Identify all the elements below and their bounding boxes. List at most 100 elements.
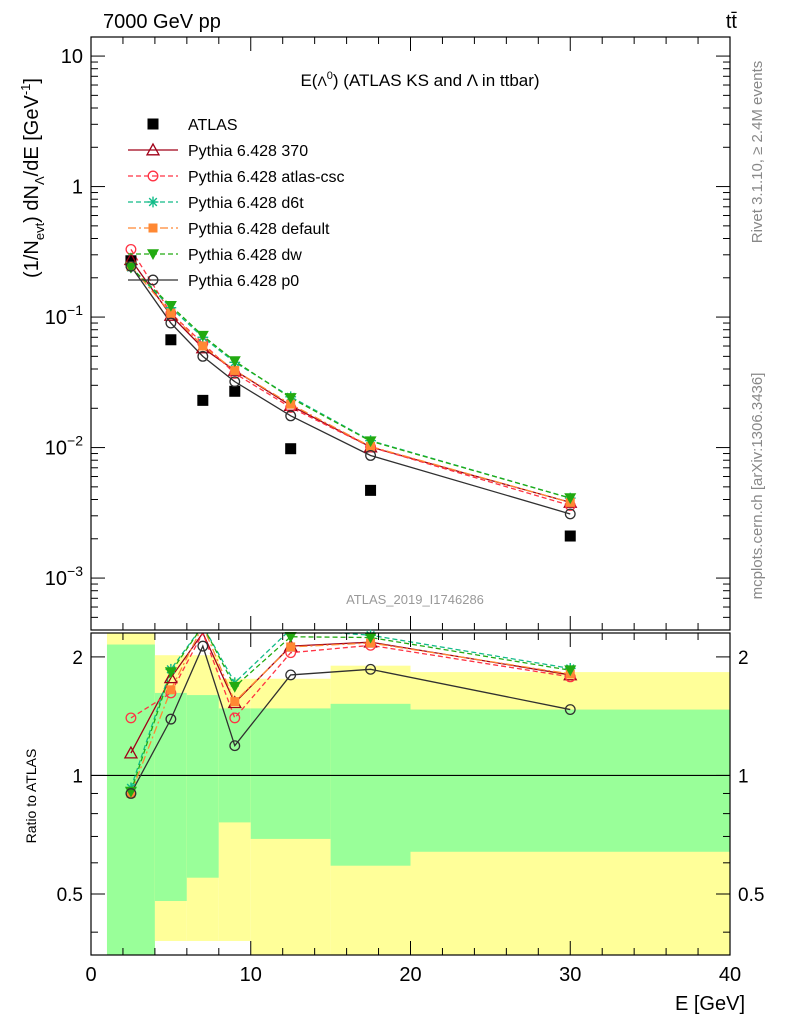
legend-label-6: Pythia 6.428 p0 (188, 273, 299, 290)
legend-entry-0: ATLAS (147, 117, 238, 134)
data-point-5-0 (124, 262, 137, 274)
main-plot-panel: 10−3 10−2 10−1 1 10 E(Λ0) (ATLAS KS and Λ in… (18, 36, 731, 631)
x-tick-label-0: 0 (85, 964, 96, 986)
ratio-y-tick-label-1: 1 (72, 766, 83, 787)
uncertainty-bands (106, 633, 730, 955)
data-point-4-1 (166, 308, 176, 318)
ratio-point-5-0 (125, 788, 137, 799)
legend-entry-4: Pythia 6.428 default (128, 221, 330, 238)
ratio-y-axis-label: Ratio to ATLAS (23, 749, 39, 844)
plot-title: E(Λ0) (ATLAS KS and Λ in ttbar) (300, 70, 539, 90)
data-point-4-4 (286, 399, 296, 409)
legend-marker-1 (145, 142, 161, 156)
ratio-point-4-5 (364, 632, 377, 644)
main-markers-layer (123, 243, 578, 542)
band-green-2 (186, 695, 219, 878)
x-axis-label: E [GeV] (675, 993, 745, 1015)
ratio-y-tick-label-2: 2 (72, 648, 83, 669)
ratio-y-tick-label-right-0: 0.5 (738, 885, 764, 906)
ratio-point-1-0 (125, 712, 137, 724)
ratio-point-3-4 (286, 642, 296, 652)
ratio-point-4-1 (164, 667, 177, 679)
band-green-1 (154, 692, 187, 901)
ratio-point-5-2 (197, 640, 209, 652)
data-point-0-3 (229, 385, 241, 397)
data-point-5-3 (228, 356, 241, 368)
y-tick-label-4: 10 (61, 46, 83, 68)
legend-marker-6 (147, 274, 159, 286)
legend-entry-3: Pythia 6.428 d6t (128, 195, 304, 212)
legend-marker-4 (148, 223, 158, 233)
data-point-0-2 (197, 394, 209, 406)
ratio-point-4-6 (564, 665, 577, 677)
x-tick-label-3: 30 (559, 964, 581, 986)
ratio-point-3-1 (166, 685, 176, 695)
legend-label-1: Pythia 6.428 370 (188, 143, 308, 160)
ratio-plot-panel: 0.5 0.5 1 1 2 2 0 10 20 30 40 Ratio to ATLAS E [G… (23, 629, 764, 1015)
ratio-point-3-3 (230, 697, 240, 707)
legend-label-3: Pythia 6.428 d6t (188, 195, 304, 212)
ratio-y-tick-label-0: 0.5 (57, 885, 83, 906)
ratio-x-axis: 0 10 20 30 40 (85, 633, 741, 986)
series-line-5 (130, 266, 571, 499)
data-point-4-3 (230, 365, 240, 375)
data-point-5-4 (284, 393, 297, 404)
series-line-4 (130, 265, 571, 504)
band-green-3 (218, 708, 251, 823)
legend-label-4: Pythia 6.428 default (188, 221, 330, 238)
ratio-point-0-1 (163, 670, 178, 684)
x-tick-label-1: 10 (240, 964, 262, 986)
data-point-6-5 (365, 450, 377, 461)
legend-label-0: ATLAS (188, 117, 238, 134)
x-tick-label-2: 20 (399, 964, 421, 986)
band-green-6 (410, 709, 730, 852)
y-tick-label-1: 10−2 (45, 433, 83, 460)
mcplots-label: mcplots.cern.ch [arXiv:1306.3436] (749, 373, 766, 600)
analysis-watermark: ATLAS_2019_I1746286 (346, 592, 484, 607)
data-point-6-1 (165, 317, 177, 329)
ratio-point-5-4 (285, 669, 297, 681)
ratio-markers-layer (123, 629, 578, 799)
series-line-3 (130, 266, 571, 499)
rivet-label: Rivet 3.1.10, ≥ 2.4M events (749, 61, 766, 244)
legend-marker-0 (147, 118, 159, 130)
data-point-0-6 (564, 530, 576, 542)
data-point-0-5 (365, 484, 377, 496)
main-frame (90, 36, 731, 631)
legend-marker-3 (147, 196, 159, 208)
data-point-6-6 (564, 508, 576, 520)
data-point-6-4 (285, 410, 297, 422)
ratio-y-tick-label-right-2: 2 (738, 648, 749, 669)
legend-marker-2 (147, 170, 159, 182)
series-line-6 (130, 265, 571, 515)
band-green-4 (250, 708, 331, 839)
data-point-5-5 (364, 436, 377, 448)
legend-entry-6: Pythia 6.428 p0 (128, 273, 299, 290)
data-point-0-1 (165, 334, 177, 346)
process-label: tt̄ (726, 11, 738, 33)
data-point-0-0 (125, 255, 137, 267)
ratio-point-5-5 (365, 663, 377, 675)
legend-label-2: Pythia 6.428 atlas-csc (188, 169, 345, 186)
ratio-point-0-0 (123, 745, 139, 759)
data-point-5-1 (164, 300, 177, 312)
ratio-point-5-3 (229, 740, 241, 752)
band-green-0 (106, 644, 155, 955)
data-point-0-4 (285, 443, 297, 455)
legend-label-5: Pythia 6.428 dw (188, 247, 302, 264)
series-line-1 (130, 259, 571, 504)
legend-entry-1: Pythia 6.428 370 (128, 142, 308, 160)
ratio-point-5-1 (165, 713, 177, 725)
data-point-6-0 (125, 260, 137, 272)
data-point-6-2 (197, 350, 209, 362)
ratio-point-4-3 (228, 681, 241, 693)
ratio-y-tick-label-right-1: 1 (738, 766, 749, 787)
band-green-5 (330, 703, 411, 866)
legend: ATLAS Pythia 6.428 370 Pythia 6.428 atlas-… (128, 117, 345, 290)
data-point-6-3 (229, 376, 241, 388)
ratio-point-1-3 (229, 712, 241, 724)
data-point-4-2 (198, 341, 208, 351)
ratio-point-5-6 (564, 704, 576, 716)
